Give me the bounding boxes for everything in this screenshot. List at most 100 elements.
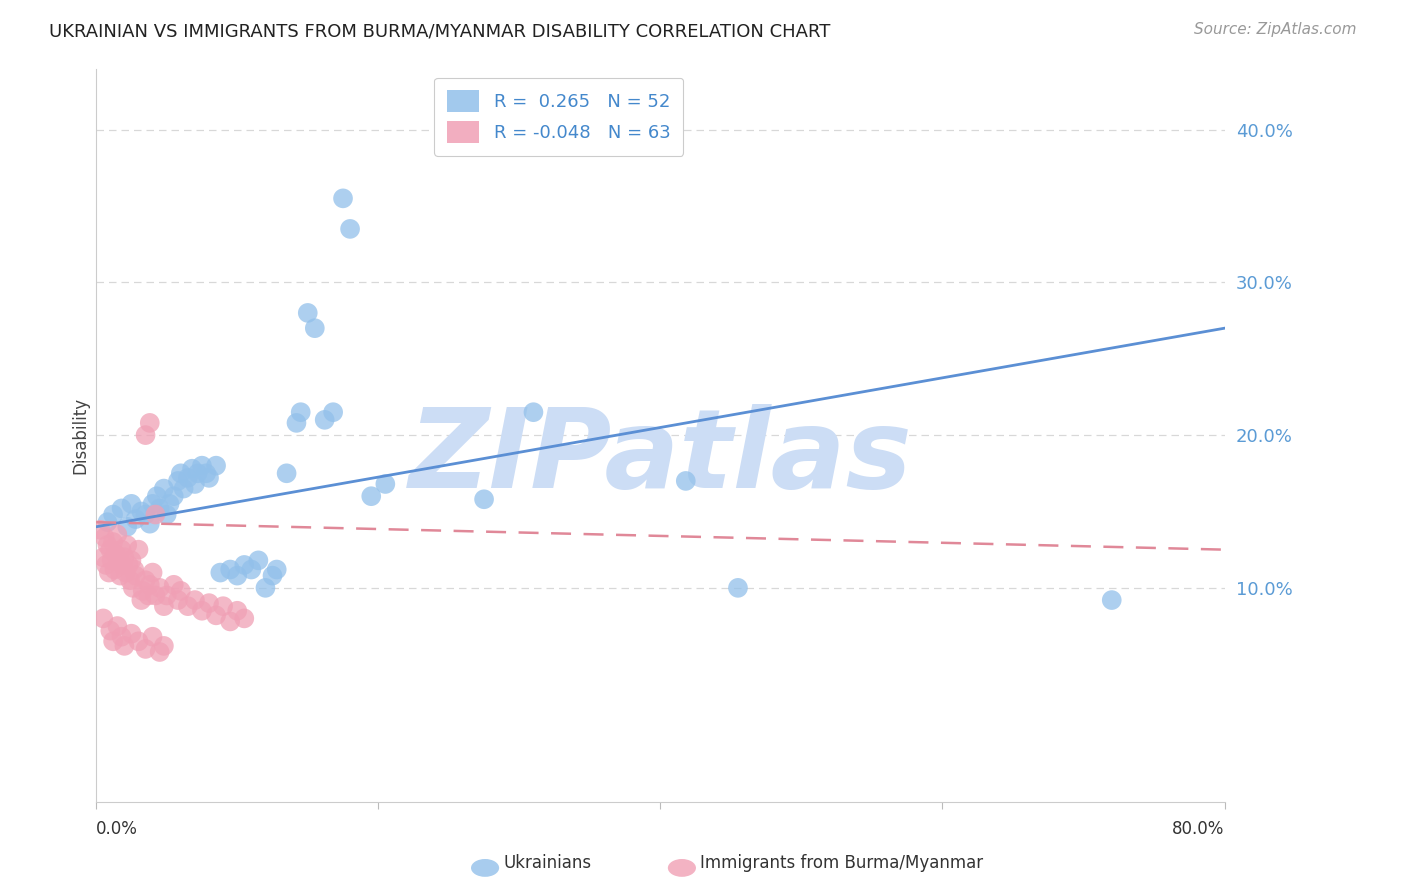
- Point: [332, 191, 354, 205]
- Point: [105, 619, 128, 633]
- Point: [112, 639, 135, 653]
- Point: [173, 482, 195, 496]
- Point: [101, 634, 124, 648]
- Point: [115, 520, 138, 534]
- Point: [120, 626, 142, 640]
- Point: [101, 508, 124, 522]
- Point: [105, 527, 128, 541]
- Point: [91, 611, 114, 625]
- Point: [276, 467, 298, 481]
- Point: [135, 573, 157, 587]
- Point: [167, 474, 190, 488]
- Point: [233, 611, 256, 625]
- Point: [149, 501, 172, 516]
- Point: [184, 593, 207, 607]
- Point: [727, 581, 749, 595]
- Point: [110, 501, 132, 516]
- Point: [142, 497, 165, 511]
- Point: [187, 467, 209, 481]
- Point: [128, 542, 150, 557]
- Point: [322, 405, 344, 419]
- Point: [138, 589, 160, 603]
- Point: [124, 512, 146, 526]
- Point: [91, 550, 114, 565]
- Point: [233, 558, 256, 572]
- Point: [177, 471, 200, 485]
- Point: [112, 550, 135, 565]
- Point: [195, 467, 218, 481]
- Point: [135, 428, 157, 442]
- Point: [104, 547, 127, 561]
- Point: [191, 604, 214, 618]
- Legend: R =  0.265   N = 52, R = -0.048   N = 63: R = 0.265 N = 52, R = -0.048 N = 63: [434, 78, 683, 156]
- Point: [170, 583, 193, 598]
- Point: [226, 568, 249, 582]
- Point: [145, 508, 167, 522]
- Point: [139, 578, 162, 592]
- Point: [108, 568, 131, 582]
- Text: 0.0%: 0.0%: [96, 820, 138, 838]
- Point: [139, 516, 162, 531]
- Point: [128, 634, 150, 648]
- Text: ZIPatlas: ZIPatlas: [409, 403, 912, 510]
- Point: [153, 639, 176, 653]
- Point: [184, 477, 207, 491]
- Point: [132, 583, 155, 598]
- Point: [314, 413, 336, 427]
- Point: [118, 573, 141, 587]
- Point: [167, 593, 190, 607]
- Point: [110, 630, 132, 644]
- Point: [145, 589, 167, 603]
- Point: [163, 578, 186, 592]
- Point: [94, 558, 117, 572]
- Point: [219, 615, 242, 629]
- Point: [205, 458, 228, 473]
- Point: [522, 405, 544, 419]
- Point: [262, 568, 284, 582]
- Point: [96, 538, 118, 552]
- Point: [124, 568, 146, 582]
- Text: Source: ZipAtlas.com: Source: ZipAtlas.com: [1194, 22, 1357, 37]
- Point: [212, 599, 235, 614]
- Point: [142, 630, 165, 644]
- Point: [1101, 593, 1123, 607]
- Point: [153, 482, 176, 496]
- Point: [191, 458, 214, 473]
- Point: [122, 562, 145, 576]
- Point: [98, 624, 121, 638]
- Point: [103, 562, 125, 576]
- Point: [146, 489, 169, 503]
- Point: [177, 599, 200, 614]
- Point: [139, 416, 162, 430]
- Point: [198, 471, 221, 485]
- Point: [290, 405, 312, 419]
- Point: [101, 535, 124, 549]
- Point: [675, 474, 697, 488]
- Point: [219, 562, 242, 576]
- Point: [110, 542, 132, 557]
- Text: Immigrants from Burma/Myanmar: Immigrants from Burma/Myanmar: [700, 855, 983, 872]
- Point: [93, 531, 115, 545]
- Point: [374, 477, 396, 491]
- Point: [97, 566, 120, 580]
- Point: [472, 492, 495, 507]
- Point: [297, 306, 319, 320]
- Point: [131, 504, 153, 518]
- Text: Ukrainians: Ukrainians: [503, 855, 592, 872]
- Point: [304, 321, 326, 335]
- Point: [117, 558, 139, 572]
- Point: [121, 581, 143, 595]
- Point: [360, 489, 382, 503]
- Point: [111, 558, 134, 572]
- Point: [142, 566, 165, 580]
- Point: [254, 581, 277, 595]
- Point: [247, 553, 270, 567]
- Point: [339, 222, 361, 236]
- Point: [226, 604, 249, 618]
- Text: 80.0%: 80.0%: [1173, 820, 1225, 838]
- Point: [159, 497, 181, 511]
- Point: [285, 416, 308, 430]
- Point: [135, 642, 157, 657]
- Point: [120, 553, 142, 567]
- Point: [120, 497, 142, 511]
